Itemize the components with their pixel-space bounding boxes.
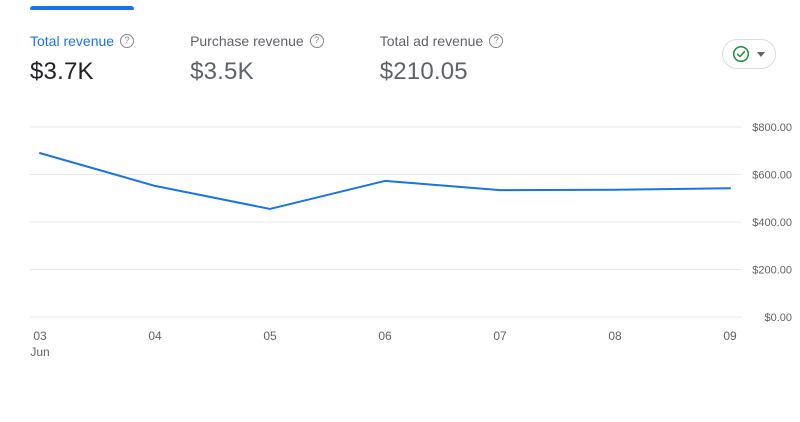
metric-label: Total ad revenue	[379, 33, 484, 49]
y-tick-label: $0.00	[764, 312, 792, 324]
y-tick-label: $800.00	[752, 122, 792, 134]
metric-total-ad-revenue[interactable]: Total ad revenue ? $210.05	[380, 33, 504, 86]
metric-header: Total revenue ? $3.7K Purchase revenue ?…	[30, 33, 504, 86]
x-tick-label: 09	[723, 329, 737, 343]
metric-label: Total revenue	[30, 33, 115, 49]
x-tick-sublabel: Jun	[30, 345, 49, 359]
metric-value: $210.05	[379, 58, 468, 85]
check-circle-icon	[732, 45, 750, 63]
x-tick-label: 04	[148, 329, 162, 343]
metric-purchase-revenue[interactable]: Purchase revenue ? $3.5K	[190, 33, 324, 86]
x-tick-label: 07	[493, 329, 507, 343]
revenue-chart: $0.00 $200.00 $400.00 $600.00 $800.00 03 Jun 04…	[0, 112, 800, 372]
metric-value: $3.7K	[30, 58, 94, 85]
metric-label: Purchase revenue	[190, 33, 304, 49]
data-quality-button[interactable]	[722, 39, 776, 69]
x-tick-label: 06	[378, 329, 392, 343]
revenue-line	[39, 152, 731, 210]
x-tick-label: 08	[608, 329, 622, 343]
help-icon[interactable]: ?	[489, 34, 504, 48]
active-tab-indicator	[30, 6, 134, 10]
help-icon[interactable]: ?	[120, 34, 135, 48]
y-tick-label: $400.00	[752, 217, 792, 229]
x-tick-label: 05	[263, 329, 277, 343]
metric-total-revenue[interactable]: Total revenue ? $3.7K	[30, 33, 135, 86]
metric-value: $3.5K	[190, 58, 254, 85]
line-chart-canvas: $0.00 $200.00 $400.00 $600.00 $800.00 03 Jun 04…	[30, 122, 792, 359]
y-tick-label: $600.00	[752, 170, 792, 182]
x-tick-label: 03	[33, 329, 47, 343]
help-icon[interactable]: ?	[309, 34, 324, 48]
y-tick-label: $200.00	[752, 265, 792, 277]
chevron-down-icon	[757, 51, 765, 57]
